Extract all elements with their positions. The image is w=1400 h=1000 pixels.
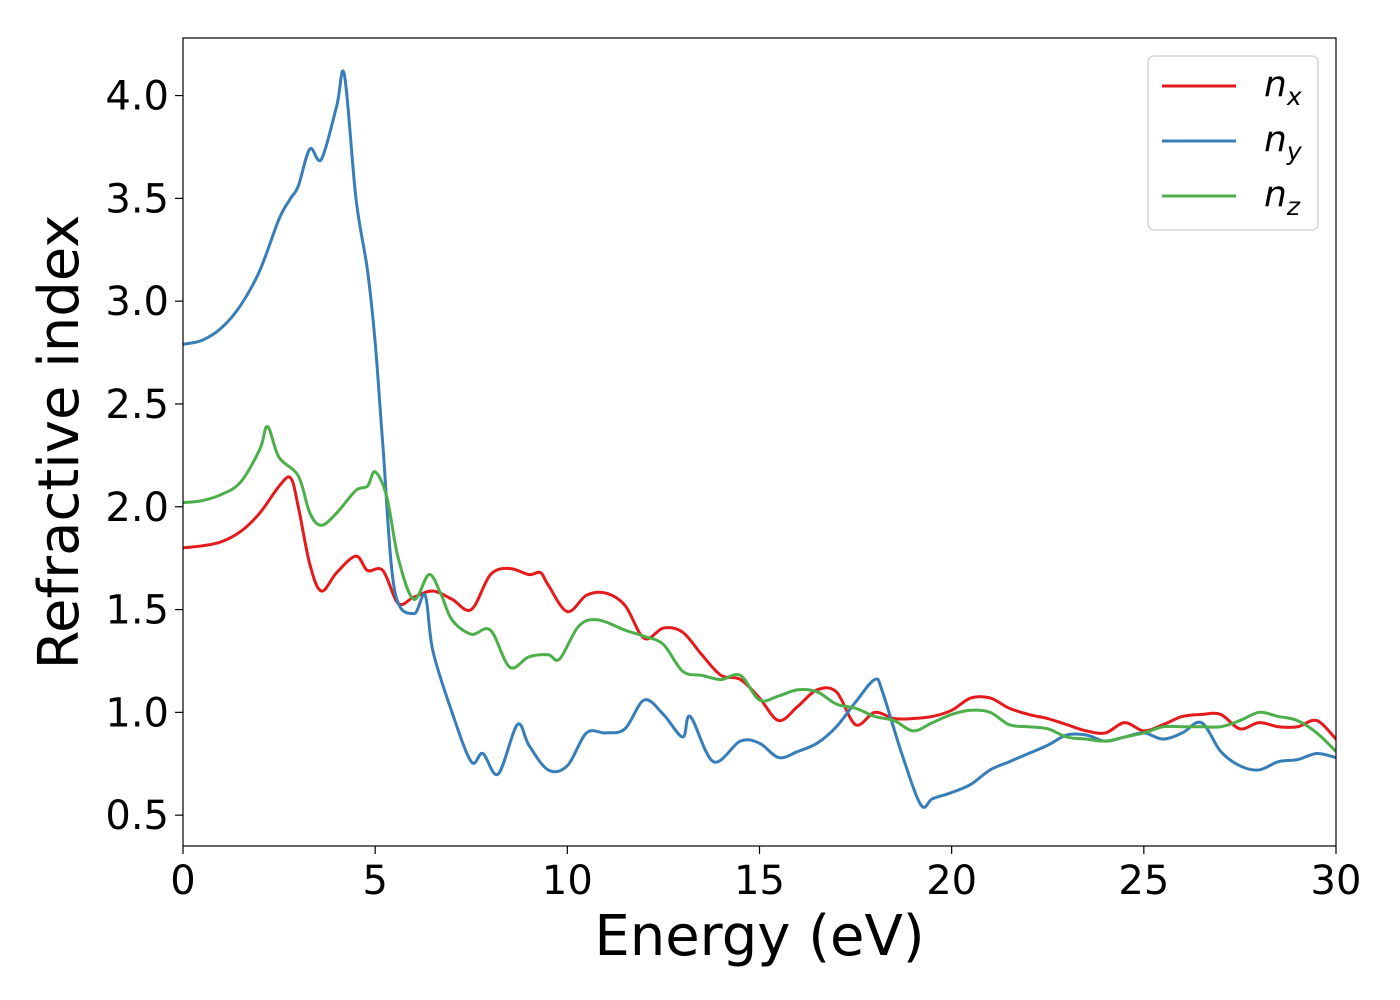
y-tick-label: 2.5: [105, 382, 169, 428]
x-tick-label: 20: [926, 858, 977, 904]
y-tick-label: 3.0: [105, 279, 169, 325]
y-axis-label: Refractive index: [27, 215, 92, 670]
legend: nx ny nz: [1147, 55, 1319, 231]
x-tick-label: 10: [542, 858, 593, 904]
x-tick-label: 25: [1118, 858, 1169, 904]
series-line-nx: [183, 475, 1336, 741]
y-tick-label: 0.5: [105, 793, 169, 839]
x-tick-label: 5: [362, 858, 387, 904]
legend-label-nz: nz: [1264, 174, 1301, 221]
plot-area: [183, 38, 1336, 846]
y-tick-label: 2.0: [105, 485, 169, 531]
y-tick-label: 4.0: [105, 74, 169, 120]
series-line-nz: [183, 425, 1336, 753]
y-tick-label: 1.0: [105, 690, 169, 736]
x-tick-label: 15: [734, 858, 785, 904]
legend-label-ny: ny: [1264, 119, 1303, 166]
legend-box: [1147, 55, 1319, 231]
x-axis-label: Energy (eV): [594, 904, 924, 969]
x-tick-label: 0: [170, 858, 195, 904]
y-tick-label: 3.5: [105, 176, 169, 222]
y-tick-label: 1.5: [105, 588, 169, 634]
x-tick-label: 30: [1311, 858, 1362, 904]
legend-label-nx: nx: [1264, 64, 1302, 111]
